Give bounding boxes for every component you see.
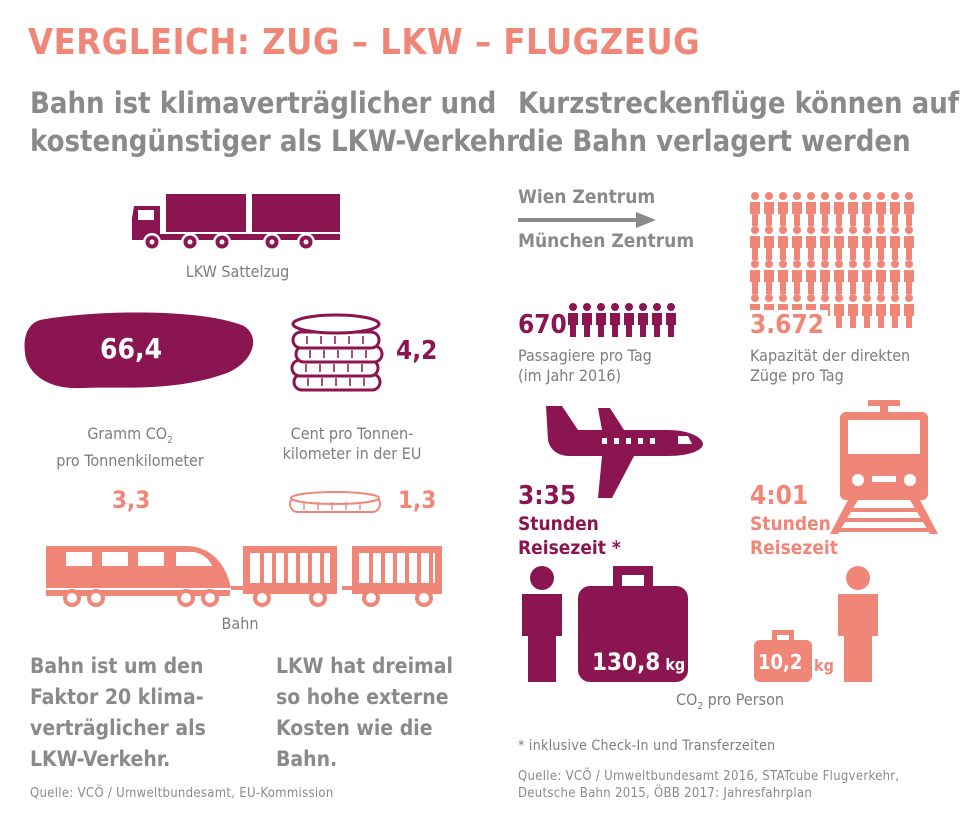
person-icon (750, 226, 760, 260)
person-icon (876, 260, 886, 294)
route-from: Wien Zentrum (518, 186, 656, 208)
train-passenger-person-icon (838, 566, 878, 682)
person-icon (778, 192, 788, 226)
route-to: München Zentrum (518, 230, 695, 252)
statement-climate: Bahn ist um den Faktor 20 klima-verträgli… (30, 654, 206, 771)
person-icon (764, 192, 774, 226)
left-heading-line1: Bahn ist klimaverträglicher und (30, 86, 497, 120)
person-icon (876, 294, 886, 328)
person-icon (848, 192, 858, 226)
person-icon (750, 192, 760, 226)
person-icon (862, 294, 872, 328)
co2-train-value: 3,3 (112, 486, 151, 514)
person-icon (778, 226, 788, 260)
left-heading: Bahn ist klimaverträglicher und kostengü… (30, 84, 519, 160)
person-icon (820, 260, 830, 294)
person-icon (568, 303, 578, 337)
person-icon (582, 303, 592, 337)
person-icon (624, 303, 634, 337)
person-icon (904, 294, 914, 328)
flight-time-block: 3:35 Stunden Reisezeit * (518, 481, 621, 559)
person-icon (792, 226, 802, 260)
train-label: Bahn (221, 614, 259, 633)
person-icon (652, 303, 662, 337)
person-icon (834, 192, 844, 226)
person-icon (890, 294, 900, 328)
person-icon (904, 226, 914, 260)
train-front-icon (830, 400, 938, 534)
person-icon (848, 260, 858, 294)
capacity-label: Kapazität der direkten Züge pro Tag (750, 346, 911, 385)
freight-train-icon (46, 546, 442, 607)
capacity-value: 3.672 (750, 310, 828, 340)
statement-cost: LKW hat dreimal so hohe externe Kosten wie… (276, 654, 453, 771)
person-icon (848, 226, 858, 260)
person-icon (876, 226, 886, 260)
person-icon (862, 192, 872, 226)
flight-co2: 130,8 kg (592, 648, 686, 676)
person-icon (806, 192, 816, 226)
passenger-people-icons (568, 303, 676, 337)
coin-icon (289, 491, 381, 513)
airplane-icon (546, 406, 703, 498)
arrow-right-icon (518, 212, 656, 228)
co2-label: Gramm CO2 pro Tonnenkilometer (56, 424, 204, 471)
person-icon (596, 303, 606, 337)
person-icon (904, 192, 914, 226)
train-time-block: 4:01 Stunden Reisezeit (750, 481, 838, 559)
person-icon (890, 260, 900, 294)
train-co2-unit: kg (814, 656, 834, 675)
flight-time-value: 3:35 (518, 481, 577, 511)
person-icon (904, 260, 914, 294)
truck-label: LKW Sattelzug (185, 262, 290, 281)
cost-train-value: 1,3 (398, 486, 437, 514)
cost-truck-value: 4,2 (396, 336, 438, 366)
person-icon (806, 260, 816, 294)
person-icon (638, 303, 648, 337)
person-icon (834, 294, 844, 328)
capacity-people-icons (750, 192, 914, 328)
large-suitcase-icon (578, 566, 688, 682)
person-icon (820, 226, 830, 260)
co2-person-label: CO2 pro Person (675, 690, 785, 713)
right-heading-line2: die Bahn verlagert werden (518, 124, 911, 158)
right-heading-line1: Kurzstreckenflüge können auf (518, 86, 960, 120)
flight-passenger-person-icon (522, 566, 562, 682)
co2-truck-value: 66,4 (100, 332, 163, 365)
train-time-value: 4:01 (750, 481, 809, 511)
co2-blob-icon (24, 312, 254, 389)
person-icon (750, 260, 760, 294)
left-heading-line2: kostengünstiger als LKW-Verkehr (30, 124, 519, 158)
person-icon (764, 226, 774, 260)
person-icon (862, 226, 872, 260)
person-icon (792, 260, 802, 294)
person-icon (610, 303, 620, 337)
person-icon (890, 226, 900, 260)
person-icon (848, 294, 858, 328)
person-icon (806, 226, 816, 260)
person-icon (834, 226, 844, 260)
person-icon (834, 260, 844, 294)
person-icon (890, 192, 900, 226)
left-source: Quelle: VCÖ / Umweltbundesamt, EU-Kommis… (30, 786, 334, 801)
person-icon (778, 260, 788, 294)
person-icon (876, 192, 886, 226)
person-icon (764, 260, 774, 294)
footnote: * inklusive Check-In und Transferzeiten (518, 738, 776, 754)
truck-icon (132, 194, 340, 251)
cost-label: Cent pro Tonnen- kilometer in der EU (282, 424, 422, 463)
train-co2-value: 10,2 (758, 650, 803, 674)
person-icon (820, 192, 830, 226)
coin-stack-icon (290, 313, 384, 392)
person-icon (862, 260, 872, 294)
small-suitcase-icon (754, 630, 812, 682)
right-heading: Kurzstreckenflüge können auf die Bahn ve… (518, 84, 959, 160)
right-source: Quelle: VCÖ / Umweltbundesamt 2016, STAT… (518, 769, 900, 801)
passengers-label: Passagiere pro Tag (im Jahr 2016) (518, 346, 652, 385)
page-title: VERGLEICH: ZUG – LKW – FLUGZEUG (28, 22, 701, 63)
person-icon (792, 192, 802, 226)
passengers-value: 670 (518, 310, 567, 340)
person-icon (666, 303, 676, 337)
